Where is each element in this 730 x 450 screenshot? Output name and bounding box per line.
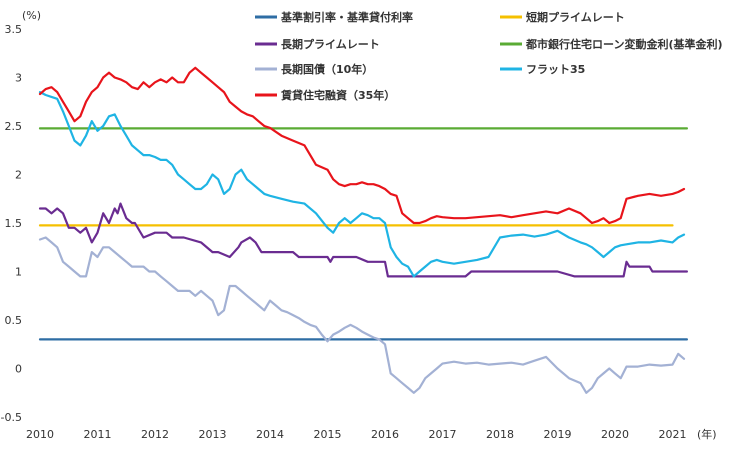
x-tick-label: 2010 (26, 428, 54, 441)
y-tick-label: 1.5 (5, 217, 23, 230)
series-line-5 (38, 90, 686, 278)
series-line-6 (38, 66, 686, 225)
x-tick-label: 2021 (659, 428, 687, 441)
y-tick-label: 0 (15, 363, 22, 376)
x-tick-label: 2012 (141, 428, 169, 441)
legend-label-2: 長期プライムレート (281, 37, 380, 51)
x-tick-label: 2013 (199, 428, 227, 441)
y-tick-label: 0.5 (5, 314, 23, 327)
y-tick-label: 1 (15, 266, 22, 279)
y-tick-label: 3.5 (5, 23, 23, 36)
y-tick-label: 3 (15, 72, 22, 85)
y-axis: -0.5 0 0.5 1 1.5 2 2.5 3 3.5 (1, 23, 22, 424)
y-tick-label: 2.5 (5, 120, 23, 133)
legend-label-4: 長期国債（10年） (281, 62, 373, 76)
legend-label-5: フラット35 (526, 63, 585, 76)
x-tick-label: 2017 (429, 428, 457, 441)
legend-label-3: 都市銀行住宅ローン変動金利(基準金利) (525, 37, 723, 51)
legend-label-0: 基準割引率・基準貸付利率 (280, 10, 413, 24)
series-line-4 (38, 236, 686, 394)
x-tick-label: 2016 (371, 428, 399, 441)
legend-label-6: 賃貸住宅融資（35年） (280, 88, 395, 102)
y-tick-label: -0.5 (1, 411, 22, 424)
x-tick-label: 2020 (601, 428, 629, 441)
series-lines (38, 66, 689, 394)
y-axis-unit-label: (%) (22, 9, 41, 22)
x-tick-label: 2019 (544, 428, 572, 441)
x-axis-unit-label: (年) (697, 427, 717, 441)
legend-label-1: 短期プライムレート (526, 10, 625, 24)
x-tick-label: 2014 (256, 428, 284, 441)
x-tick-label: 2011 (84, 428, 112, 441)
x-axis: 2010 2011 2012 2013 2014 2015 2016 2017 2018 2019… (26, 428, 687, 441)
y-tick-label: 2 (15, 169, 22, 182)
x-tick-label: 2018 (486, 428, 514, 441)
x-tick-label: 2015 (314, 428, 342, 441)
series-line-2 (38, 202, 689, 278)
